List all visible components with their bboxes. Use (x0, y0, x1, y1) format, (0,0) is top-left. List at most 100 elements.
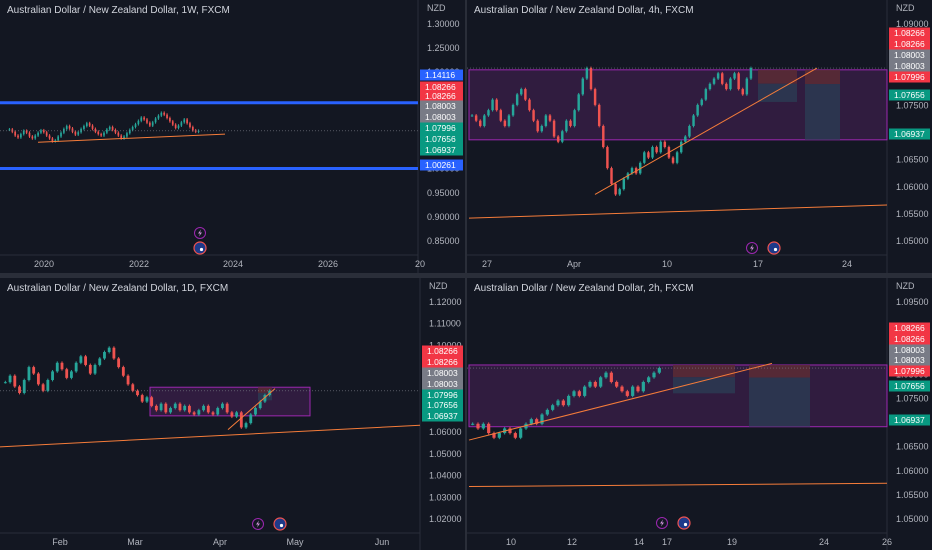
chart-pane-1d[interactable]: NZD1.120001.110001.100001.090001.080001.… (0, 278, 465, 550)
y-tick-label: 1.10000 (429, 340, 462, 350)
candle-body (581, 78, 585, 95)
candle-body (160, 112, 163, 116)
currency-label: NZD (896, 281, 915, 291)
candle-body (123, 136, 125, 139)
candle-body (614, 183, 617, 195)
chart-title: Australian Dollar / New Zealand Dollar, … (7, 5, 230, 16)
candle-body (164, 403, 168, 413)
candle-body (545, 409, 549, 415)
price-tag (889, 322, 930, 334)
candle-body (180, 122, 183, 126)
price-chart-svg: NZD1.090001.085001.080001.075001.070001.… (467, 0, 930, 273)
candle-body (37, 132, 39, 136)
candle-body (154, 118, 157, 123)
candle-body (745, 78, 749, 95)
price-tag (420, 81, 463, 93)
y-tick-label: 1.05000 (896, 514, 929, 524)
candle-body (8, 129, 11, 131)
candle-body (696, 104, 699, 116)
candle-body (146, 119, 148, 123)
candle-body (572, 391, 576, 396)
candle-body (479, 120, 482, 126)
candle-body (544, 115, 548, 126)
x-tick-label: 17 (753, 259, 763, 269)
candle-body (48, 135, 51, 139)
candle-body (3, 382, 7, 384)
candle-body (540, 125, 544, 132)
price-tag-label: 1.07656 (425, 134, 456, 144)
candle-body (659, 141, 662, 153)
candle-body (593, 89, 597, 105)
candle-body (249, 414, 253, 424)
candle-body (497, 433, 501, 438)
candle-body (97, 131, 100, 135)
price-tag-label: 1.06937 (425, 145, 456, 155)
candle-body (13, 375, 17, 387)
candle-body (692, 115, 695, 126)
candle-body (507, 115, 511, 126)
chart-pane-1w[interactable]: NZD1.300001.250001.200001.150001.100001.… (0, 0, 465, 273)
candle-body (609, 372, 613, 382)
candle-body (520, 89, 523, 95)
candle-body (154, 405, 158, 411)
x-tick-label: Feb (52, 537, 68, 547)
y-tick-label: 1.05500 (896, 490, 929, 500)
price-tag-label: 1.08266 (427, 357, 458, 367)
candle-body (107, 347, 111, 353)
candle-body (74, 131, 77, 135)
x-tick-label: 2024 (223, 259, 243, 269)
candle-body (733, 73, 736, 79)
candle-body (487, 110, 490, 116)
candle-body (112, 347, 116, 359)
candle-body (88, 364, 92, 374)
price-tag-label: 1.07656 (894, 90, 925, 100)
price-tag (422, 378, 463, 390)
x-tick-label: May (286, 537, 304, 547)
candle-body (41, 384, 45, 391)
price-tag-label: 1.07996 (894, 72, 925, 82)
y-tick-label: 1.11000 (429, 319, 461, 329)
flash-icon (252, 518, 264, 530)
y-tick-label: 1.25000 (427, 43, 460, 53)
y-tick-label: 1.09500 (896, 297, 929, 307)
candle-body (211, 412, 215, 415)
candle-body (34, 135, 37, 139)
candle-body (192, 412, 196, 415)
candle-body (708, 83, 712, 90)
candle-body (117, 358, 121, 368)
candle-body (191, 127, 194, 131)
y-tick-label: 1.09000 (896, 19, 929, 29)
chart-pane-4h[interactable]: NZD1.090001.085001.080001.075001.070001.… (467, 0, 932, 273)
flag-icon (767, 241, 781, 255)
x-tick-label: 26 (882, 537, 892, 547)
y-tick-label: 0.95000 (427, 188, 460, 198)
candle-body (573, 110, 576, 126)
candle-body (174, 124, 177, 128)
candle-body (481, 423, 485, 429)
y-tick-label: 1.07500 (896, 393, 929, 403)
pane-divider-horizontal[interactable] (0, 273, 932, 278)
y-tick-label: 1.04000 (429, 471, 462, 481)
candle-body (169, 408, 172, 413)
candle-body (630, 168, 634, 174)
candle-body (91, 125, 94, 129)
price-tag (889, 380, 930, 392)
candle-body (131, 127, 134, 130)
candle-body (183, 405, 187, 411)
currency-label: NZD (896, 3, 915, 13)
y-tick-label: 1.06000 (896, 182, 929, 192)
x-tick-label: 17 (662, 537, 672, 547)
candle-body (230, 412, 234, 417)
chart-pane-2h[interactable]: NZD1.095001.090001.085001.080001.075001.… (467, 278, 932, 550)
flag-icon (193, 241, 207, 255)
candle-body (675, 152, 679, 163)
price-tag-label: 1.08003 (894, 345, 925, 355)
flash-icon (194, 227, 206, 239)
take-profit-zone (758, 83, 797, 102)
candle-body (100, 134, 102, 136)
candle-body (14, 131, 17, 136)
candle-body (121, 367, 125, 376)
price-tag-label: 1.06937 (894, 415, 925, 425)
candle-body (737, 73, 740, 90)
price-chart-svg: NZD1.120001.110001.100001.090001.080001.… (0, 278, 463, 550)
